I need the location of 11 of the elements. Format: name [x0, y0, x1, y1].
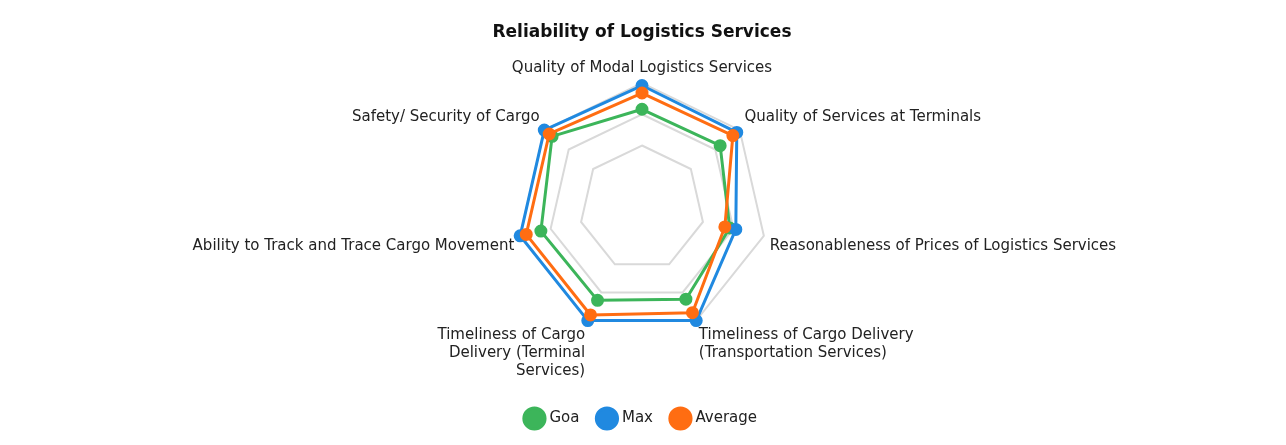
- spoke-label: Safety/ Security of Cargo: [351, 107, 540, 126]
- spoke-label: Ability to Track and Trace Cargo Movement: [192, 236, 515, 255]
- legend-label: Average: [695, 408, 758, 427]
- spoke-label: Timeliness of Cargo Delivery (Terminal Services): [436, 324, 586, 379]
- legend-label: Max: [621, 408, 654, 427]
- chart-title: Reliability of Logistics Services: [492, 20, 792, 41]
- spoke-label: Timeliness of Cargo Delivery (Transportation Services): [697, 324, 914, 361]
- legend-label: Goa: [549, 408, 580, 427]
- spoke-label: Quality of Services at Terminals: [744, 107, 982, 126]
- spoke-label: Quality of Modal Logistics Services: [511, 57, 773, 76]
- spoke-label: Reasonableness of Prices of Logistics Services: [769, 236, 1117, 255]
